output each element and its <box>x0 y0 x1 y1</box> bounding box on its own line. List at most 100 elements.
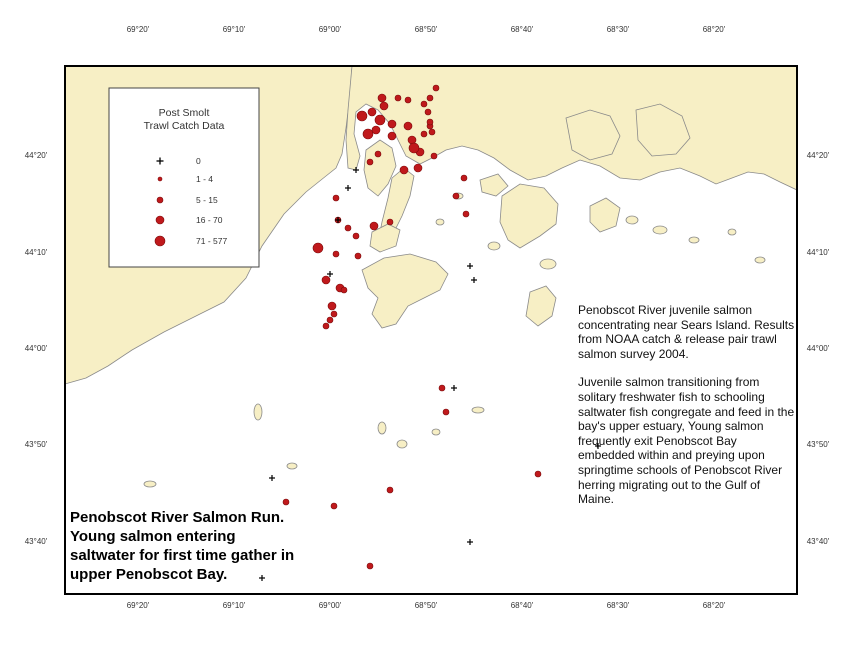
catch-station-dot <box>374 150 382 158</box>
catch-station-dot <box>399 165 409 175</box>
catch-station-dot <box>374 114 386 126</box>
deer-isle <box>499 183 559 249</box>
catch-station-dot <box>404 96 412 104</box>
legend-label: 5 - 15 <box>196 195 218 205</box>
isle-au-haut <box>525 285 557 327</box>
north-haven-island <box>361 253 449 329</box>
catch-station-dot <box>442 408 450 416</box>
lat-tick-label: 44°20' <box>25 151 48 160</box>
catch-station-dot <box>420 130 428 138</box>
legend-label: 0 <box>196 156 201 166</box>
legend-title-line2: Trawl Catch Data <box>144 120 225 132</box>
catch-station-dot <box>379 101 389 111</box>
lon-tick-label: 68°50' <box>415 601 438 610</box>
notes-paragraph-1: Penobscot River juvenile salmon concentr… <box>578 303 795 361</box>
catch-station-dot <box>332 250 340 258</box>
catch-station-dot <box>327 301 337 311</box>
zero-catch-station-marker <box>467 263 473 269</box>
catch-station-dot <box>326 316 334 324</box>
catch-dot-icon <box>156 196 164 204</box>
legend-item-1: 1 - 4 <box>157 174 213 184</box>
lon-tick-label: 69°10' <box>223 601 246 610</box>
legend-item-2: 5 - 15 <box>156 195 218 205</box>
catch-station-dot <box>408 142 420 154</box>
zero-catch-station-marker <box>595 443 601 449</box>
zero-catch-station-marker <box>259 575 265 581</box>
catch-station-dot <box>413 163 423 173</box>
lon-tick-label: 69°20' <box>127 25 150 34</box>
catch-station-dot <box>377 93 387 103</box>
catch-station-dot <box>430 152 438 160</box>
map-caption: Penobscot River Salmon Run. Young salmon… <box>70 508 350 584</box>
catch-station-dot <box>394 94 402 102</box>
catch-station-dot <box>386 218 394 226</box>
lat-tick-label: 44°10' <box>25 248 48 257</box>
lon-tick-label: 69°00' <box>319 25 342 34</box>
catch-station-dot <box>371 125 381 135</box>
survey-notes: Penobscot River juvenile salmon concentr… <box>578 303 796 521</box>
catch-station-dot <box>332 194 340 202</box>
catch-dot-icon <box>155 215 165 225</box>
legend-item-4: 71 - 577 <box>154 235 227 247</box>
legend-label: 1 - 4 <box>196 174 213 184</box>
catch-station-dot <box>424 108 432 116</box>
zero-catch-station-marker <box>335 217 341 223</box>
catch-station-dot <box>426 94 434 102</box>
eastern-island-1 <box>565 109 621 161</box>
catch-station-dot <box>340 286 348 294</box>
catch-station-dot <box>330 502 338 510</box>
lon-tick-label: 69°10' <box>223 25 246 34</box>
latitude-ticks-left: 44°20' 44°10' 44°00' 43°50' 43°40' <box>25 151 48 546</box>
catch-station-dot <box>366 562 374 570</box>
catch-station-dot <box>387 131 397 141</box>
legend-box <box>108 87 260 268</box>
catch-station-dot <box>420 100 428 108</box>
caption-line: Penobscot River Salmon Run. <box>70 509 285 526</box>
catch-station-dot <box>462 210 470 218</box>
catch-station-dot <box>369 221 379 231</box>
catch-station-dot <box>432 84 440 92</box>
catch-station-dot <box>426 118 434 126</box>
lon-tick-label: 69°20' <box>127 601 150 610</box>
eastern-island-3 <box>479 173 509 197</box>
legend-title-line1: Post Smolt <box>159 107 210 119</box>
catch-dot-icon <box>154 235 166 247</box>
lon-tick-label: 68°20' <box>703 25 726 34</box>
catch-station-dot <box>366 158 374 166</box>
catch-station-dot <box>428 128 436 136</box>
catch-station-dot <box>387 119 397 129</box>
lat-tick-label: 43°40' <box>25 537 48 546</box>
catch-station-dot <box>362 128 374 140</box>
catch-points <box>259 84 601 581</box>
lon-tick-label: 68°40' <box>511 601 534 610</box>
catch-station-dot <box>282 498 290 506</box>
legend-label: 71 - 577 <box>196 236 227 246</box>
catch-station-dot <box>321 275 331 285</box>
lat-tick-label: 44°20' <box>807 151 830 160</box>
sears-island <box>363 139 397 197</box>
longitude-ticks-top: 69°20' 69°10' 69°00' 68°50' 68°40' 68°30… <box>127 25 726 34</box>
lat-tick-label: 43°50' <box>25 440 48 449</box>
catch-station-dot <box>452 192 460 200</box>
zero-catch-station-marker <box>471 277 477 283</box>
lon-tick-label: 68°30' <box>607 25 630 34</box>
lon-tick-label: 68°50' <box>415 25 438 34</box>
catch-station-dot <box>352 232 360 240</box>
lon-tick-label: 68°30' <box>607 601 630 610</box>
zero-catch-station-marker <box>467 539 473 545</box>
lat-tick-label: 44°00' <box>807 344 830 353</box>
catch-station-dot <box>322 322 330 330</box>
lat-tick-label: 43°50' <box>807 440 830 449</box>
catch-station-dot <box>330 310 338 318</box>
catch-station-dot <box>354 252 362 260</box>
legend-item-3: 16 - 70 <box>155 215 223 225</box>
zero-catch-station-marker <box>353 167 359 173</box>
catch-station-dot <box>367 107 377 117</box>
lon-tick-label: 68°40' <box>511 25 534 34</box>
cross-marker-icon <box>156 157 164 165</box>
zero-catch-station-marker <box>451 385 457 391</box>
catch-station-dot <box>312 242 324 254</box>
catch-station-dot <box>438 384 446 392</box>
legend: Post Smolt Trawl Catch Data 0 1 - 4 5 - … <box>108 87 260 268</box>
